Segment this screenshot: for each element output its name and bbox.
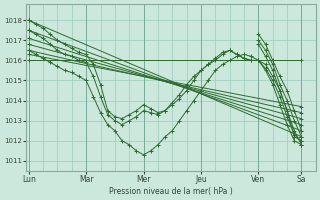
X-axis label: Pression niveau de la mer( hPa ): Pression niveau de la mer( hPa ) [109,187,233,196]
